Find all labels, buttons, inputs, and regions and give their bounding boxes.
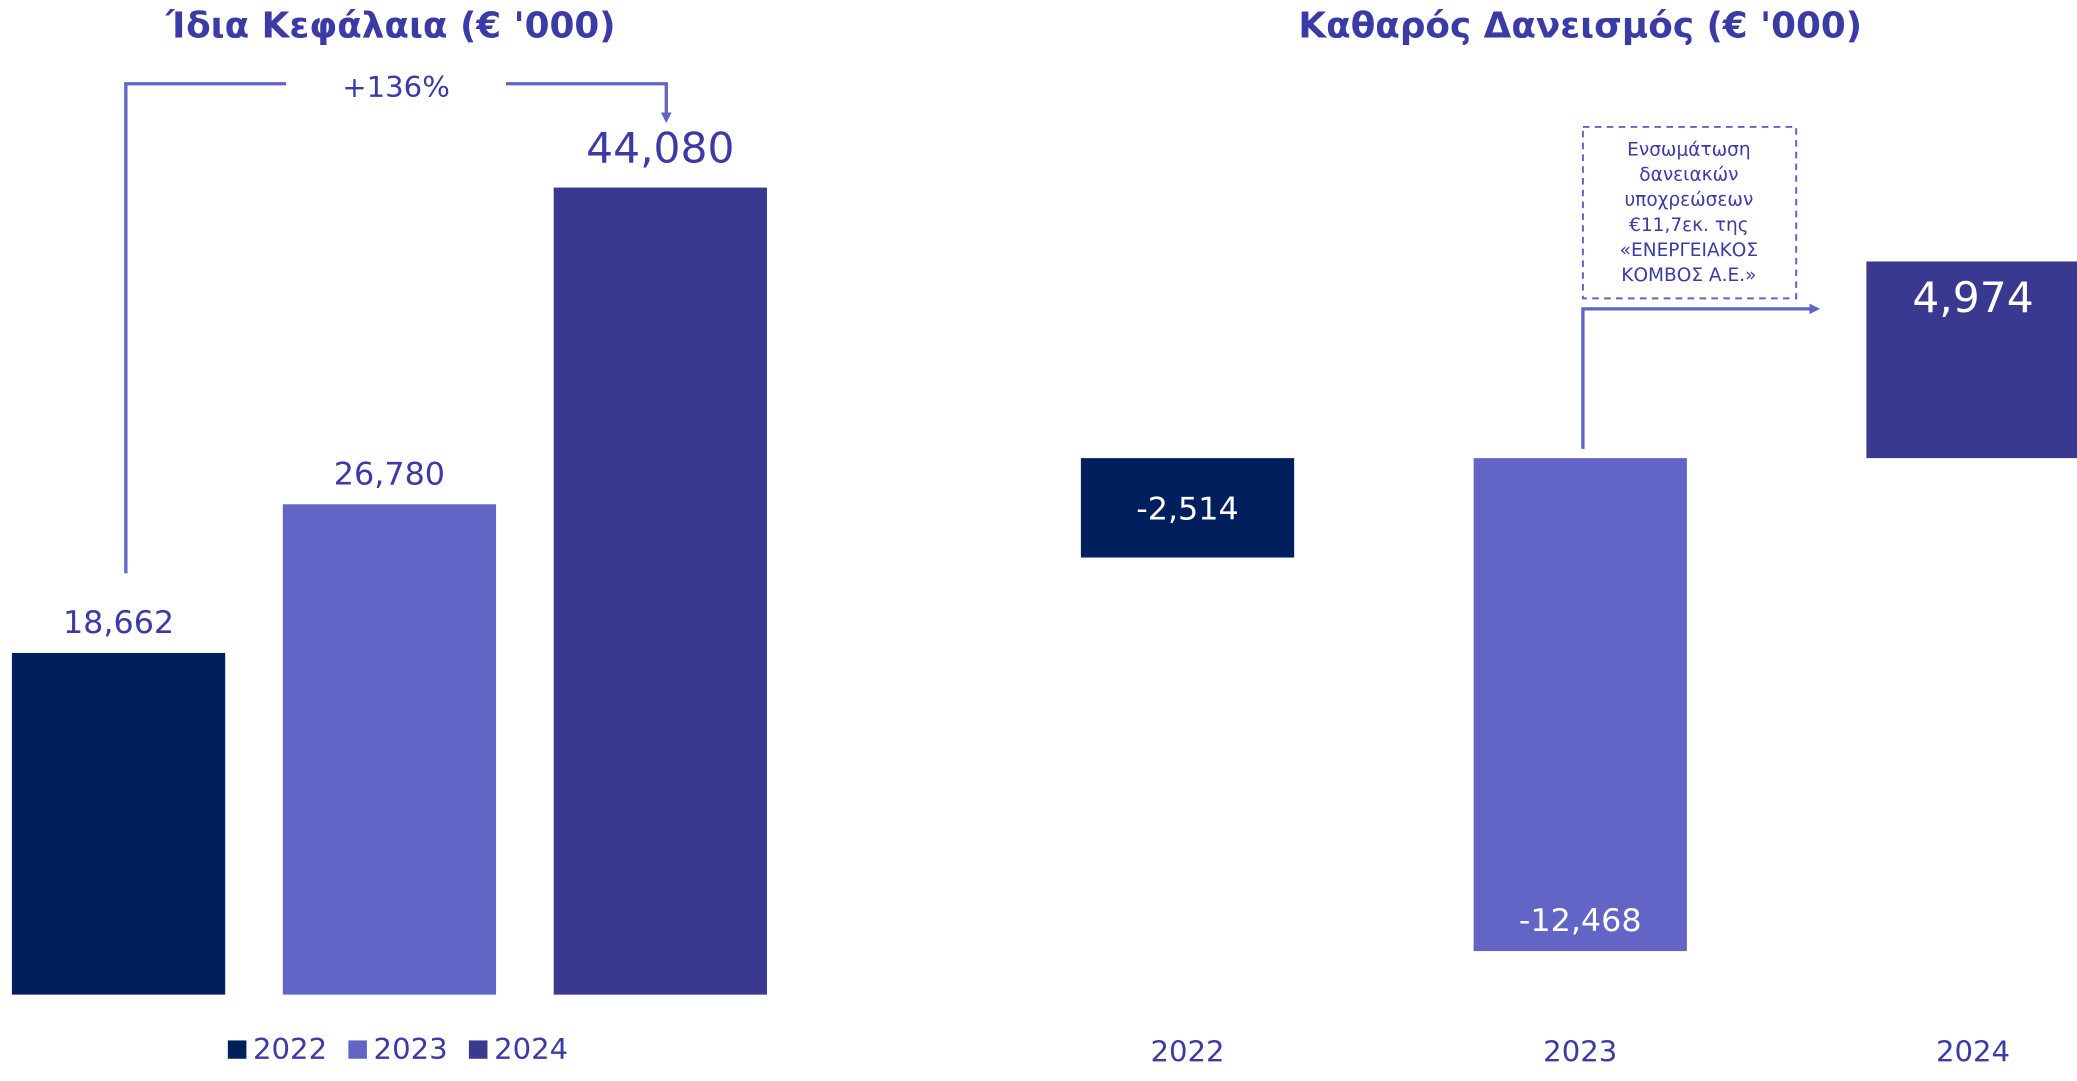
value-label: 26,780 — [334, 457, 445, 493]
bar — [11, 652, 226, 995]
value-label: 44,080 — [586, 124, 734, 173]
note-text: €11,7εκ. της — [1629, 215, 1749, 236]
growth-bracket — [124, 82, 287, 574]
legend-label: 2024 — [494, 1032, 568, 1066]
note-text: δανειακών — [1639, 165, 1738, 186]
legend-swatch — [348, 1040, 367, 1059]
bar — [553, 187, 767, 995]
x-tick-label: 2022 — [1150, 1035, 1224, 1069]
x-tick-label: 2023 — [1543, 1035, 1617, 1069]
legend-swatch — [227, 1040, 247, 1059]
bar — [1473, 458, 1687, 952]
value-label: -12,468 — [1519, 903, 1642, 939]
growth-arrow — [506, 82, 672, 124]
bar — [1866, 261, 2077, 459]
chart-title: Ίδια Κεφάλαια (€ '000) — [165, 6, 616, 47]
value-label: 4,974 — [1912, 273, 2033, 322]
x-tick-label: 2024 — [1936, 1035, 2010, 1069]
bar — [1080, 458, 1295, 558]
chart-title: Καθαρός Δανεισμός (€ '000) — [1298, 6, 1862, 47]
bar — [282, 504, 497, 995]
note-text: ΚΟΜΒΟΣ Α.Ε.» — [1621, 265, 1756, 286]
note-arrow — [1581, 303, 1821, 449]
note-text: «ΕΝΕΡΓΕΙΑΚΟΣ — [1620, 240, 1758, 261]
legend-label: 2022 — [253, 1032, 327, 1066]
value-label: -2,514 — [1136, 492, 1238, 528]
note-text: Ενσωμάτωση — [1627, 140, 1751, 161]
note-text: υποχρεώσεων — [1624, 190, 1753, 211]
legend-swatch — [468, 1040, 488, 1059]
growth-label: +136% — [342, 70, 450, 104]
note-box — [1581, 125, 1798, 300]
value-label: 18,662 — [63, 605, 174, 641]
legend-label: 2023 — [374, 1032, 448, 1066]
